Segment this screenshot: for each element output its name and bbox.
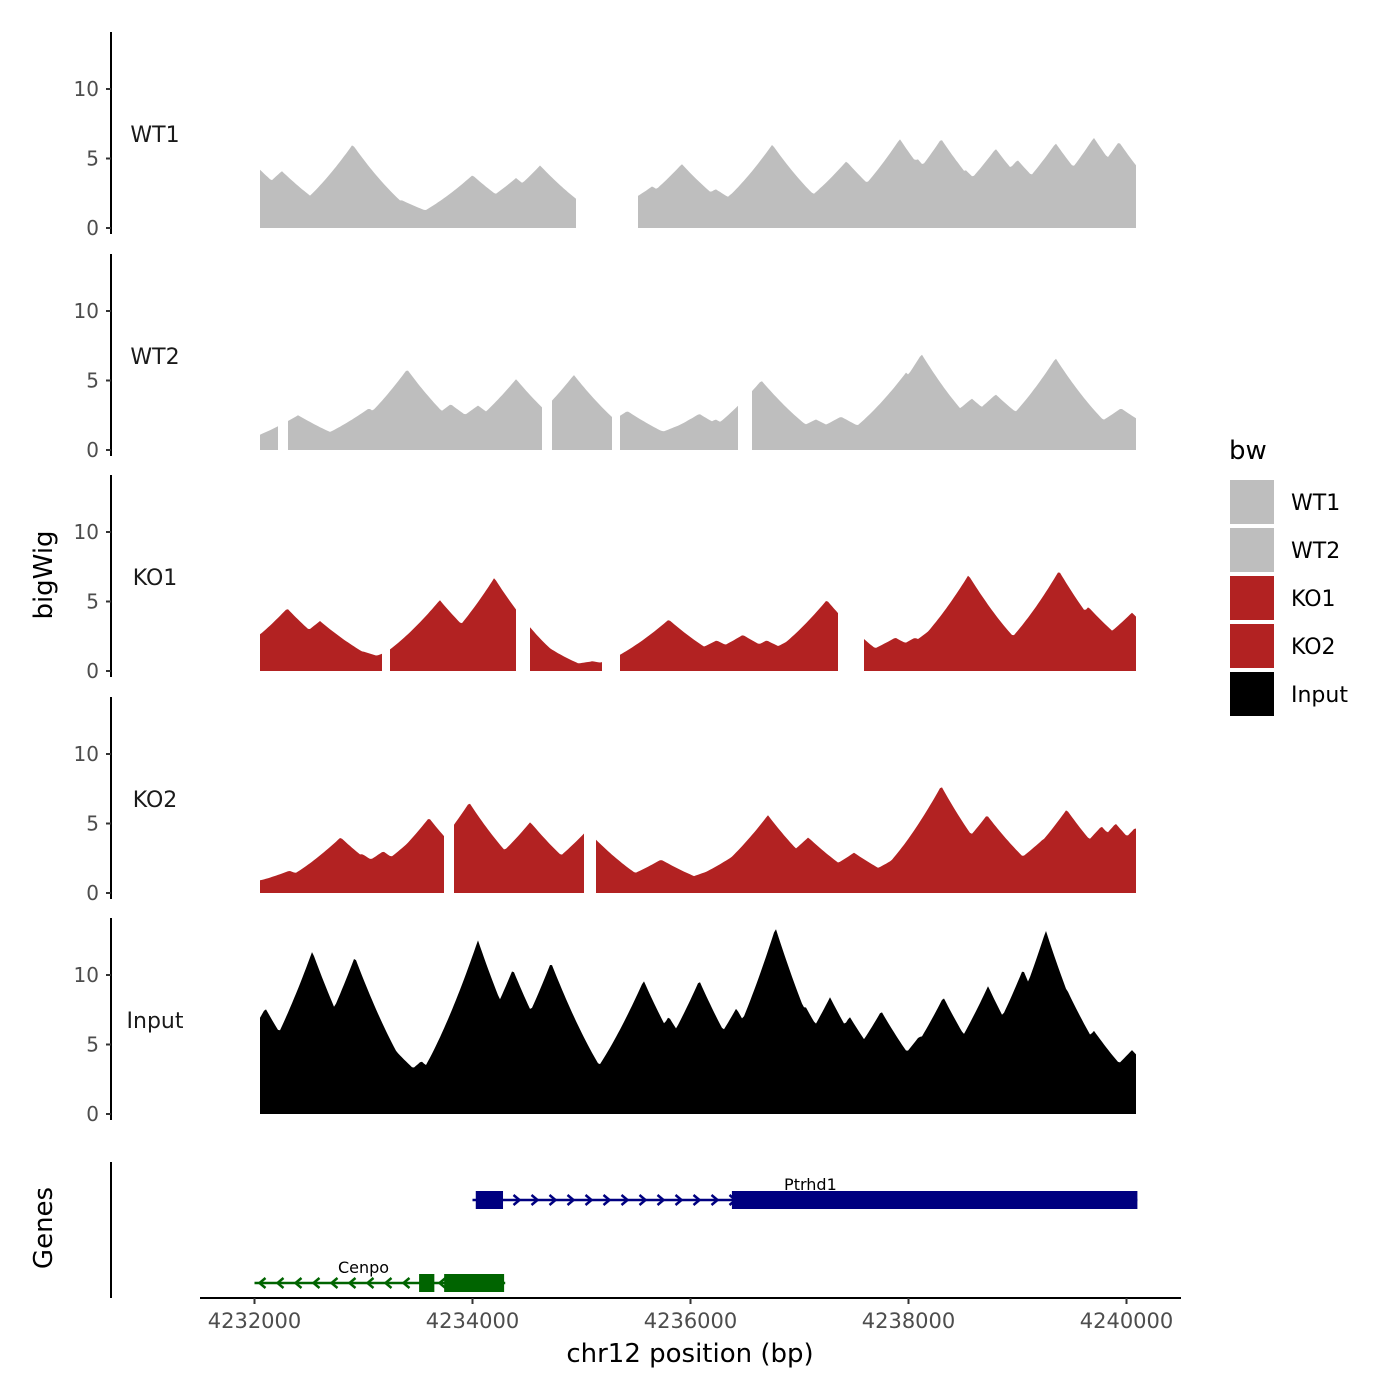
- y-tick-label: 10: [74, 77, 99, 101]
- coverage-area: [260, 609, 382, 671]
- strand-arrow: [692, 1194, 702, 1206]
- strand-arrow: [566, 1194, 576, 1206]
- x-tick-label: 4240000: [1080, 1309, 1174, 1333]
- x-tick-label: 4232000: [208, 1309, 302, 1333]
- strand-arrow: [638, 1194, 648, 1206]
- track-KO1: 0 5 10 KO1: [74, 475, 1136, 683]
- coverage-area: [620, 405, 738, 450]
- track-WT2: 0 5 10 WT2: [74, 254, 1136, 462]
- strand-arrow: [530, 1194, 540, 1206]
- strand-arrow: [275, 1277, 285, 1289]
- strand-arrow: [548, 1194, 558, 1206]
- legend-swatch-KO2: [1230, 624, 1274, 668]
- x-tick-label: 4236000: [644, 1309, 738, 1333]
- coverage-area: [260, 426, 278, 450]
- strand-arrow: [437, 1277, 447, 1289]
- gene-label: Cenpo: [338, 1258, 389, 1277]
- y-tick-label: 0: [86, 659, 99, 683]
- y-tick-label: 0: [86, 216, 99, 240]
- strand-arrow: [584, 1194, 594, 1206]
- legend-label-KO1: KO1: [1291, 587, 1336, 612]
- x-axis-title: chr12 position (bp): [566, 1339, 813, 1369]
- legend-label-KO2: KO2: [1291, 635, 1336, 660]
- strand-arrow: [401, 1277, 411, 1289]
- legend-label-WT1: WT1: [1291, 491, 1340, 516]
- gene-Ptrhd1: Ptrhd1: [472, 1175, 1138, 1209]
- strand-arrow: [365, 1277, 375, 1289]
- x-tick-label: 4234000: [426, 1309, 520, 1333]
- strand-arrow: [674, 1194, 684, 1206]
- y-tick-label: 0: [86, 438, 99, 462]
- y-tick-label: 10: [74, 742, 99, 766]
- y-tick-label: 5: [86, 812, 99, 836]
- x-tick-label: 4238000: [862, 1309, 956, 1333]
- coverage-area: [530, 627, 602, 671]
- coverage-area: [864, 572, 1136, 671]
- exon-block: [731, 1191, 1138, 1209]
- legend-title: bw: [1229, 436, 1267, 466]
- track-KO2: 0 5 10 KO2: [74, 697, 1136, 905]
- coverage-area: [454, 803, 584, 893]
- exon-block: [475, 1191, 504, 1209]
- y-tick-label: 10: [74, 299, 99, 323]
- strand-arrow: [329, 1277, 339, 1289]
- coverage-area: [752, 354, 1136, 450]
- y-tick-label: 5: [86, 590, 99, 614]
- coverage-area: [288, 370, 542, 450]
- strand-arrow: [620, 1194, 630, 1206]
- coverage-area: [620, 601, 838, 671]
- exon-block: [444, 1274, 505, 1292]
- y-tick-label: 0: [86, 881, 99, 905]
- genes-track: Ptrhd1 Cenpo: [110, 1162, 1138, 1298]
- strand-arrow: [293, 1277, 303, 1289]
- exon-block: [419, 1274, 435, 1292]
- legend-label-Input: Input: [1291, 683, 1348, 708]
- coverage-area: [638, 138, 1136, 228]
- track-WT1: 0 5 10 WT1: [74, 32, 1136, 240]
- strand-arrow: [602, 1194, 612, 1206]
- y-tick-label: 5: [86, 147, 99, 171]
- legend: bw WT1 WT2 KO1 KO2 Input: [1229, 436, 1348, 716]
- track-label: WT1: [130, 123, 179, 148]
- track-label: WT2: [130, 345, 179, 370]
- y-tick-label: 0: [86, 1102, 99, 1126]
- track-Input: 0 5 10 Input: [74, 918, 1136, 1126]
- coverage-area: [260, 145, 576, 228]
- strand-arrow: [383, 1277, 393, 1289]
- coverage-area: [390, 578, 516, 671]
- gene-Cenpo: Cenpo: [254, 1258, 506, 1292]
- legend-label-WT2: WT2: [1291, 539, 1340, 564]
- strand-arrow: [656, 1194, 666, 1206]
- legend-swatch-WT1: [1230, 480, 1274, 524]
- strand-arrow: [512, 1194, 522, 1206]
- legend-swatch-KO1: [1230, 576, 1274, 620]
- track-label: KO2: [133, 788, 178, 813]
- genes-axis-title: Genes: [29, 1187, 59, 1269]
- coverage-area: [596, 787, 1136, 893]
- strand-arrow: [311, 1277, 321, 1289]
- strand-arrow: [257, 1277, 267, 1289]
- coverage-area: [260, 819, 444, 893]
- coverage-area: [552, 375, 612, 450]
- y-axis-title: bigWig: [29, 530, 59, 619]
- legend-swatch-WT2: [1230, 528, 1274, 572]
- strand-arrow: [347, 1277, 357, 1289]
- coverage-area: [260, 929, 1136, 1114]
- x-axis: 4232000 4234000 4236000 4238000 4240000: [200, 1297, 1181, 1333]
- gene-label: Ptrhd1: [784, 1175, 837, 1194]
- track-label: Input: [127, 1009, 184, 1034]
- legend-swatch-Input: [1230, 672, 1274, 716]
- track-panels: 0 5 10 WT1 0 5 10 WT2 0 5 10 KO1 0 5 10 KO2 0 5 10 Input: [74, 32, 1136, 1126]
- y-tick-label: 10: [74, 963, 99, 987]
- strand-arrow: [710, 1194, 720, 1206]
- y-tick-label: 5: [86, 369, 99, 393]
- y-tick-label: 10: [74, 520, 99, 544]
- y-tick-label: 5: [86, 1033, 99, 1057]
- track-label: KO1: [133, 566, 178, 591]
